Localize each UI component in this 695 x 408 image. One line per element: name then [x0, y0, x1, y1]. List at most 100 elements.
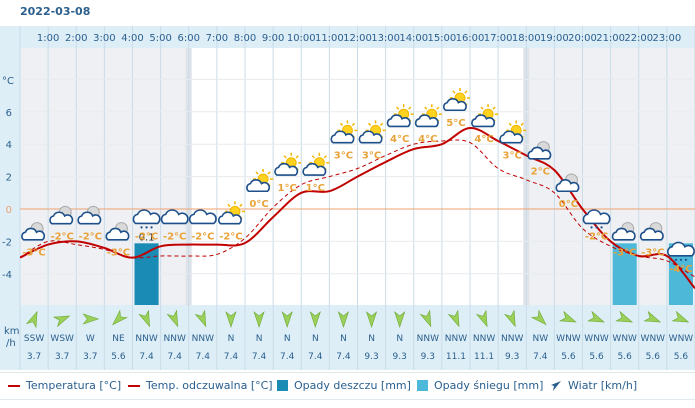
wind-speed: 9.3: [505, 352, 519, 362]
legend-felt[interactable]: Temp. odczuwalna [°C]: [128, 379, 273, 392]
wind-arrow-icon: [559, 310, 577, 323]
hour-label: 19:00: [540, 33, 569, 44]
wind-speed: 11.1: [446, 352, 466, 362]
wind-direction: NNW: [135, 334, 157, 344]
partly-sunny-icon: [358, 120, 386, 144]
wind-arrow-icon: [309, 311, 321, 328]
hour-label: 4:00: [121, 33, 143, 44]
wind-direction: NW: [532, 334, 548, 344]
wind-arrow-icon: [82, 313, 100, 325]
temp-value-label: -2°C: [219, 231, 242, 242]
temp-value-label: 0°C: [559, 199, 578, 210]
hour-label: 17:00: [484, 33, 513, 44]
wind-arrow-icon: [394, 311, 406, 328]
y-tick-label: -4: [2, 270, 12, 281]
hour-label: 12:00: [343, 33, 372, 44]
wind-arrow-icon: [503, 309, 516, 328]
legend-temp-swatch: [8, 384, 20, 387]
temp-value-label: 0°C: [249, 199, 268, 210]
wind-speed: 7.4: [336, 352, 351, 362]
temp-value-label: -3°C: [22, 248, 45, 259]
hour-label: 1:00: [37, 33, 59, 44]
cloud-icon: [160, 209, 189, 225]
wind-arrow-icon: [166, 309, 179, 328]
wind-arrow-icon: [475, 309, 488, 328]
partly-cloudy-night-icon: [77, 205, 102, 225]
temp-value-label: -3°C: [641, 248, 664, 259]
legend-rain[interactable]: Opady deszczu [mm]: [277, 379, 411, 392]
wind-speed: 5.6: [589, 352, 604, 362]
temp-value-label: 3°C: [503, 150, 522, 161]
legend-snow[interactable]: Opady śniegu [mm]: [417, 379, 543, 392]
wind-arrow-icon: [671, 310, 690, 323]
wind-direction: WNW: [612, 334, 637, 344]
temp-value-label: 1°C: [278, 183, 297, 194]
wind-speed: 7.4: [168, 352, 183, 362]
wind-speed: 3.7: [83, 352, 97, 362]
wind-direction: WSW: [50, 334, 74, 344]
partly-cloudy-night-icon: [555, 173, 580, 193]
wind-direction: NNW: [164, 334, 186, 344]
wind-arrow-icon: [225, 311, 237, 328]
temp-value-label: 1°C: [306, 183, 325, 194]
wind-arrow-icon: [194, 309, 207, 328]
hour-label: 2:00: [65, 33, 87, 44]
wind-arrow-icon: [615, 310, 633, 323]
hour-label: 22:00: [624, 33, 653, 44]
temp-value-label: 5°C: [446, 118, 465, 129]
partly-sunny-icon: [443, 88, 470, 112]
cloud-icon: [188, 209, 217, 225]
partly-cloudy-night-icon: [21, 222, 46, 241]
wind-speed: 5.6: [646, 352, 661, 362]
hour-label: 6:00: [178, 33, 200, 44]
partly-cloudy-night-icon: [105, 222, 130, 241]
partly-sunny-icon: [302, 152, 330, 176]
y-tick-label: 6: [6, 108, 12, 119]
wind-speed: 7.4: [139, 352, 154, 362]
wind-arrow-icon: [587, 310, 605, 323]
wind-direction: NNW: [501, 334, 523, 344]
partly-sunny-icon: [246, 169, 274, 193]
wind-direction: W: [86, 334, 95, 344]
wind-direction: NNW: [192, 334, 214, 344]
hour-label: 5:00: [149, 33, 171, 44]
wind-speed: 3.7: [27, 352, 41, 362]
wind-arrow-icon: [365, 311, 378, 328]
hour-label: 20:00: [568, 33, 597, 44]
temp-value-label: 4°C: [418, 134, 437, 145]
legend-rain-swatch: [277, 380, 288, 391]
temp-value-label: 3°C: [334, 150, 353, 161]
meteogram: 0.10.1 -3°C-2°C-2°C-3°C-2°C-2°C-2°C-2°C0…: [0, 26, 695, 370]
hour-label: 7:00: [206, 33, 228, 44]
hour-label: 10:00: [287, 33, 316, 44]
temp-value-label: -4°C: [669, 264, 692, 275]
hour-label: 9:00: [262, 33, 284, 44]
legend: Temperatura [°C] Temp. odczuwalna [°C] O…: [0, 372, 695, 400]
wind-direction: N: [256, 334, 263, 344]
wind-arrow-icon: [551, 380, 561, 391]
wind-speed: 7.4: [196, 352, 211, 362]
wind-speed: 7.4: [533, 352, 548, 362]
legend-snow-swatch: [417, 380, 428, 391]
partly-sunny-icon: [274, 152, 302, 176]
wind-speed: 7.4: [280, 352, 295, 362]
snow-cloud-icon: [132, 209, 161, 229]
temp-value-label: -3°C: [107, 248, 130, 259]
wind-direction: NNW: [417, 334, 439, 344]
temperature-line: [20, 126, 695, 290]
snow-cloud-icon: [582, 209, 611, 229]
legend-temp[interactable]: Temperatura [°C]: [8, 379, 121, 392]
wind-direction: N: [396, 334, 403, 344]
wind-speed: 5.6: [561, 352, 576, 362]
wind-arrow-icon: [138, 309, 150, 328]
wind-speed: 5.6: [674, 352, 689, 362]
legend-wind[interactable]: Wiatr [km/h]: [550, 379, 637, 392]
temp-value-label: -2°C: [50, 231, 73, 242]
partly-sunny-icon: [330, 120, 358, 144]
wind-speed: 5.6: [618, 352, 633, 362]
wind-arrow-icon: [337, 311, 350, 328]
wind-direction: NE: [112, 334, 125, 344]
partly-cloudy-night-icon: [527, 141, 552, 160]
hour-label: 21:00: [596, 33, 625, 44]
wind-direction: WNW: [669, 334, 694, 344]
